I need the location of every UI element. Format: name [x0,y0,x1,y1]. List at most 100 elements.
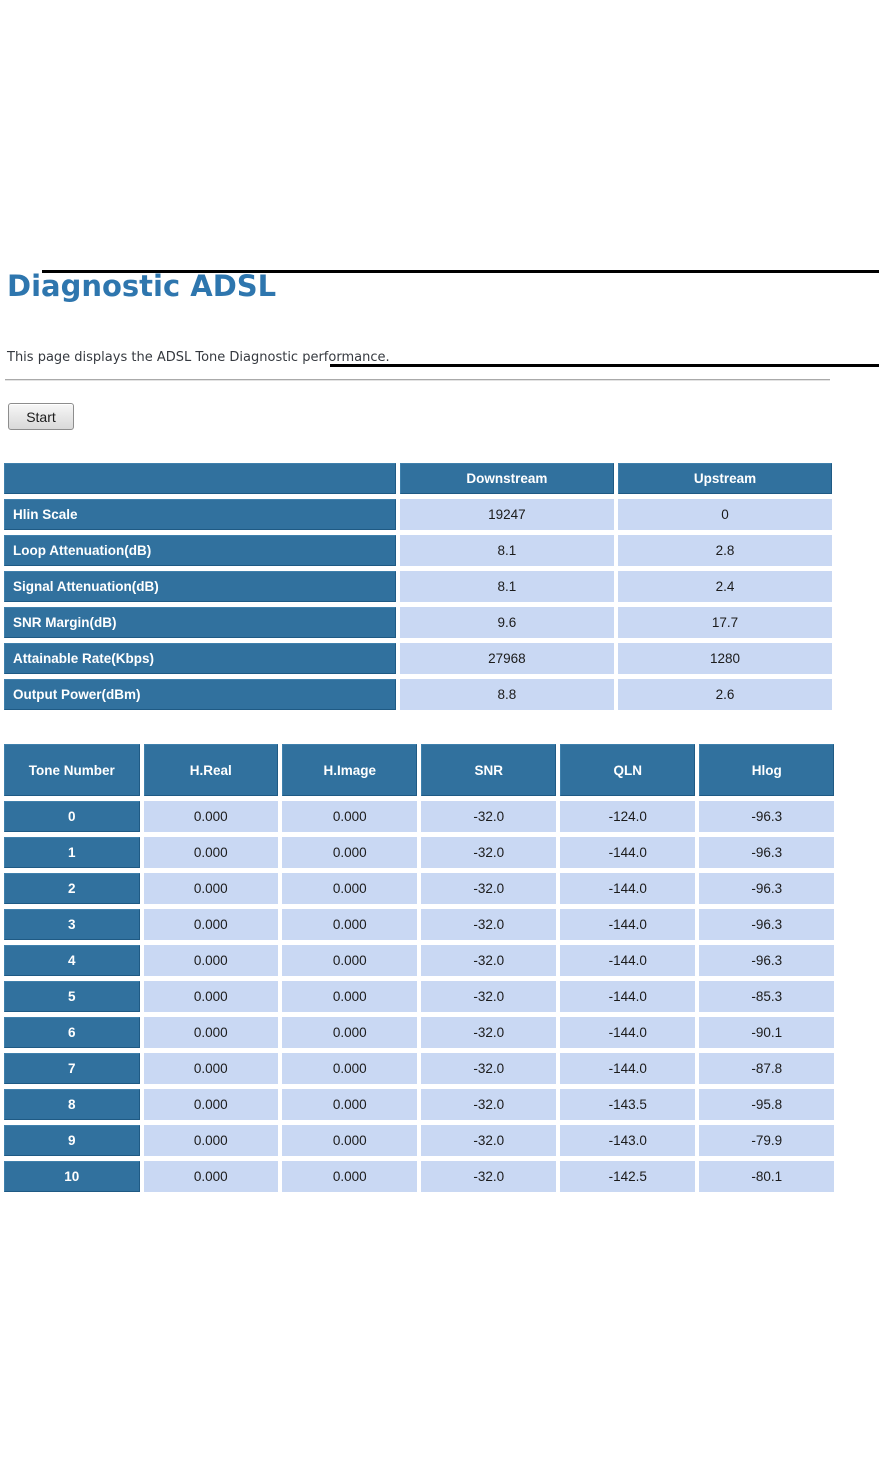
tone-row: 6 0.000 0.000 -32.0 -144.0 -90.1 [4,1017,834,1048]
summary-row: Output Power(dBm) 8.8 2.6 [4,679,832,710]
tone-value-cell: 0.000 [281,945,418,976]
tone-value-cell: 0.000 [281,1125,418,1156]
tone-value-cell: -32.0 [421,981,556,1012]
tone-value-cell: -32.0 [421,837,556,868]
tone-row: 0 0.000 0.000 -32.0 -124.0 -96.3 [4,801,834,832]
tone-value-cell: -143.5 [559,1089,696,1120]
tone-number-cell: 5 [4,981,140,1012]
divider [5,379,830,381]
tone-number-cell: 7 [4,1053,140,1084]
tone-value-cell: 0.000 [143,1053,278,1084]
tone-value-cell: -124.0 [559,801,696,832]
summary-header-upstream: Upstream [617,463,832,494]
tone-value-cell: -96.3 [699,837,834,868]
summary-table-body: Hlin Scale 19247 0 Loop Attenuation(dB) 8.1 2… [4,499,832,710]
summary-downstream-cell: 19247 [399,499,614,530]
summary-row: Signal Attenuation(dB) 8.1 2.4 [4,571,832,602]
start-button[interactable]: Start [8,403,74,430]
tone-value-cell: 0.000 [143,1017,278,1048]
tone-value-cell: 0.000 [143,1125,278,1156]
tone-value-cell: -144.0 [559,873,696,904]
summary-row: Loop Attenuation(dB) 8.1 2.8 [4,535,832,566]
tone-value-cell: 0.000 [143,801,278,832]
summary-row-label: Signal Attenuation(dB) [4,571,396,602]
tone-value-cell: 0.000 [281,1161,418,1192]
tone-row: 9 0.000 0.000 -32.0 -143.0 -79.9 [4,1125,834,1156]
tone-header-row: Tone Number H.Real H.Image SNR QLN Hlog [4,744,834,796]
summary-upstream-cell: 17.7 [617,607,832,638]
tone-value-cell: 0.000 [281,1089,418,1120]
summary-row-label: Output Power(dBm) [4,679,396,710]
summary-upstream-cell: 2.4 [617,571,832,602]
tone-value-cell: -80.1 [699,1161,834,1192]
tone-value-cell: -32.0 [421,873,556,904]
summary-row: Attainable Rate(Kbps) 27968 1280 [4,643,832,674]
tone-value-cell: 0.000 [281,1053,418,1084]
tone-header-tone-number: Tone Number [4,744,140,796]
tone-value-cell: 0.000 [281,801,418,832]
tone-value-cell: 0.000 [143,837,278,868]
tone-value-cell: -96.3 [699,801,834,832]
tone-number-cell: 4 [4,945,140,976]
tone-row: 3 0.000 0.000 -32.0 -144.0 -96.3 [4,909,834,940]
summary-header-empty [4,463,396,494]
tone-value-cell: 0.000 [143,1089,278,1120]
summary-row-label: Hlin Scale [4,499,396,530]
tone-number-cell: 6 [4,1017,140,1048]
tone-header-hlog: Hlog [699,744,834,796]
tone-header-h-image: H.Image [281,744,418,796]
summary-row-label: Attainable Rate(Kbps) [4,643,396,674]
tone-value-cell: -32.0 [421,1161,556,1192]
tone-value-cell: 0.000 [281,909,418,940]
tone-value-cell: -144.0 [559,981,696,1012]
tone-number-cell: 9 [4,1125,140,1156]
summary-downstream-cell: 27968 [399,643,614,674]
tone-value-cell: -32.0 [421,801,556,832]
tone-value-cell: 0.000 [143,873,278,904]
summary-downstream-cell: 8.1 [399,571,614,602]
tone-value-cell: 0.000 [143,1161,278,1192]
summary-header-downstream: Downstream [399,463,614,494]
summary-downstream-cell: 8.8 [399,679,614,710]
header-rule [330,364,879,367]
tone-value-cell: -95.8 [699,1089,834,1120]
tone-value-cell: -96.3 [699,873,834,904]
tone-value-cell: -32.0 [421,1089,556,1120]
summary-downstream-cell: 9.6 [399,607,614,638]
tone-table: Tone Number H.Real H.Image SNR QLN Hlog … [0,739,838,1197]
tone-value-cell: -144.0 [559,1017,696,1048]
tone-number-cell: 8 [4,1089,140,1120]
summary-upstream-cell: 0 [617,499,832,530]
summary-upstream-cell: 1280 [617,643,832,674]
summary-row: SNR Margin(dB) 9.6 17.7 [4,607,832,638]
tone-row: 7 0.000 0.000 -32.0 -144.0 -87.8 [4,1053,834,1084]
tone-value-cell: -144.0 [559,909,696,940]
page-description: This page displays the ADSL Tone Diagnos… [7,350,390,365]
tone-value-cell: -85.3 [699,981,834,1012]
tone-header-qln: QLN [559,744,696,796]
tone-number-cell: 10 [4,1161,140,1192]
tone-value-cell: -32.0 [421,1053,556,1084]
tone-value-cell: -87.8 [699,1053,834,1084]
tone-value-cell: -144.0 [559,945,696,976]
tone-row: 8 0.000 0.000 -32.0 -143.5 -95.8 [4,1089,834,1120]
summary-table: Downstream Upstream Hlin Scale 19247 0 Loop… [0,458,836,715]
tone-value-cell: 0.000 [281,981,418,1012]
tone-value-cell: -96.3 [699,945,834,976]
tone-value-cell: -79.9 [699,1125,834,1156]
page-title: Diagnostic ADSL [7,269,277,303]
tone-value-cell: -142.5 [559,1161,696,1192]
tone-value-cell: 0.000 [281,1017,418,1048]
summary-downstream-cell: 8.1 [399,535,614,566]
summary-row-label: Loop Attenuation(dB) [4,535,396,566]
tone-value-cell: 0.000 [281,837,418,868]
tone-value-cell: 0.000 [143,981,278,1012]
tone-value-cell: -143.0 [559,1125,696,1156]
summary-row: Hlin Scale 19247 0 [4,499,832,530]
top-rule [42,270,879,273]
tone-value-cell: 0.000 [143,909,278,940]
tone-table-body: 0 0.000 0.000 -32.0 -124.0 -96.3 1 0.000 0.000 -3… [4,801,834,1192]
tone-row: 2 0.000 0.000 -32.0 -144.0 -96.3 [4,873,834,904]
tone-value-cell: -32.0 [421,945,556,976]
page: Diagnostic ADSL This page displays the A… [0,270,879,1468]
